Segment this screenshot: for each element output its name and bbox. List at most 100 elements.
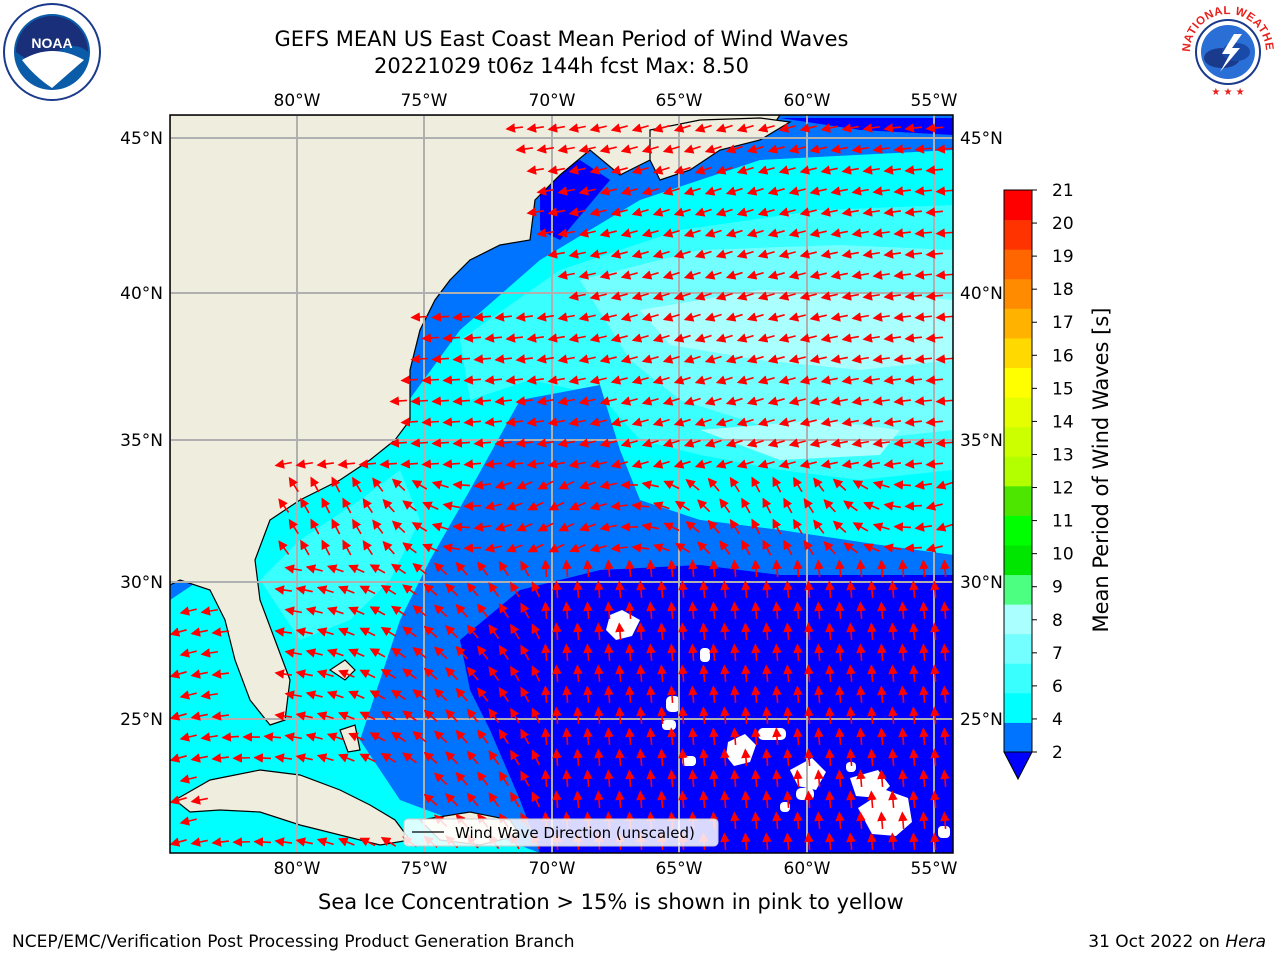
wave-direction-arrow [505, 333, 523, 343]
wave-direction-arrow [526, 333, 544, 343]
wave-direction-arrow [433, 730, 448, 744]
wave-direction-arrow [631, 375, 649, 385]
wave-direction-arrow [380, 711, 397, 721]
wave-direction-arrow [799, 123, 817, 133]
wave-direction-arrow [380, 753, 397, 763]
colorbar-segment [1004, 574, 1032, 605]
wave-direction-arrow [348, 564, 365, 574]
wave-direction-arrow [662, 438, 680, 448]
wave-direction-arrow [851, 396, 869, 406]
wave-direction-arrow [463, 501, 481, 511]
wave-direction-arrow [473, 312, 491, 322]
wave-direction-arrow [673, 249, 691, 259]
wave-direction-arrow [783, 497, 793, 514]
wave-direction-arrow [730, 601, 740, 620]
wave-direction-arrow [930, 748, 940, 767]
lon-label-70w-bottom: 70°W [529, 859, 576, 879]
wave-direction-arrow [736, 291, 754, 301]
wave-direction-arrow [604, 685, 614, 704]
wave-direction-arrow [757, 459, 775, 469]
wave-direction-arrow [610, 417, 628, 427]
wave-direction-arrow [557, 228, 575, 238]
wave-direction-arrow [620, 270, 638, 280]
wave-direction-arrow [170, 711, 187, 721]
graticule [170, 115, 953, 853]
wave-direction-arrow [741, 539, 751, 556]
wave-direction-arrow [919, 685, 929, 704]
wave-direction-arrow [411, 480, 428, 490]
wave-direction-arrow [179, 774, 197, 784]
wave-direction-arrow [825, 748, 835, 767]
wave-direction-arrow [568, 207, 586, 217]
wave-direction-arrow [904, 123, 922, 133]
wave-direction-arrow [804, 748, 814, 767]
lat-labels-left: 45°N 40°N 35°N 30°N 25°N [120, 129, 163, 730]
wave-direction-arrow [536, 186, 554, 196]
wave-direction-arrow [662, 354, 680, 364]
wave-direction-arrow [610, 165, 628, 175]
wave-direction-arrow [380, 627, 397, 637]
wave-direction-arrow [667, 727, 677, 746]
wave-direction-arrow [767, 228, 785, 238]
wave-direction-arrow [652, 459, 670, 469]
wave-direction-arrow [694, 165, 712, 175]
colorbar-segment [1004, 190, 1032, 221]
wave-direction-arrow [358, 459, 376, 469]
wave-direction-arrow [445, 751, 459, 765]
colorbar-tick-label: 8 [1052, 611, 1063, 631]
wave-direction-arrow [720, 706, 730, 725]
footer-date: 31 Oct 2022 on Hera [1088, 932, 1266, 952]
wave-direction-arrow [352, 476, 362, 493]
wave-direction-arrow [704, 144, 722, 154]
wave-direction-arrow [557, 144, 575, 154]
chart-title: GEFS MEAN US East Coast Mean Period of W… [274, 27, 849, 51]
wave-direction-arrow [562, 685, 572, 704]
wave-direction-arrow [852, 522, 869, 532]
wave-direction-arrow [893, 312, 911, 322]
wave-direction-arrow [883, 207, 901, 217]
lon-label-75w-top: 75°W [401, 91, 448, 111]
wave-direction-arrow [431, 438, 449, 448]
footer-organization: NCEP/EMC/Verification Post Processing Pr… [12, 932, 575, 952]
wave-direction-arrow [520, 560, 530, 577]
wave-direction-arrow [919, 811, 929, 830]
wave-direction-arrow [433, 562, 448, 576]
wave-direction-arrow [841, 375, 859, 385]
wave-direction-arrow [904, 333, 922, 343]
wave-direction-arrow [221, 732, 239, 742]
wave-direction-arrow [746, 396, 764, 406]
wave-direction-arrow [741, 790, 751, 809]
wave-direction-arrow [841, 165, 859, 175]
wave-direction-arrow [898, 601, 908, 620]
wave-direction-arrow [421, 417, 439, 427]
wave-direction-arrow [935, 186, 953, 196]
wave-direction-arrow [904, 459, 922, 469]
wave-direction-arrow [423, 583, 438, 596]
wave-direction-arrow [526, 165, 544, 175]
wave-direction-arrow [793, 811, 803, 830]
colorbar-tick-label: 6 [1052, 677, 1063, 697]
wave-direction-arrow [641, 144, 659, 154]
wave-direction-arrow [730, 811, 740, 830]
wave-direction-arrow [423, 793, 438, 806]
wave-direction-arrow [720, 580, 730, 599]
wave-direction-arrow [578, 270, 596, 280]
wave-direction-arrow [362, 497, 374, 514]
wave-direction-arrow [232, 753, 250, 763]
wave-direction-arrow [552, 580, 562, 599]
wave-direction-arrow [631, 333, 649, 343]
wave-direction-arrow [783, 790, 793, 809]
wave-direction-arrow [326, 648, 344, 658]
wave-direction-arrow [620, 438, 638, 448]
wave-direction-arrow [505, 123, 523, 133]
wave-direction-arrow [455, 603, 468, 618]
wave-direction-arrow [751, 518, 761, 535]
wave-direction-arrow [799, 249, 817, 259]
wave-direction-arrow [685, 521, 700, 533]
wave-direction-arrow [788, 354, 806, 364]
wave-direction-arrow [709, 769, 719, 788]
wave-direction-arrow [547, 333, 565, 343]
wave-direction-arrow [379, 459, 397, 469]
wave-direction-arrow [620, 312, 638, 322]
wave-direction-arrow [778, 165, 796, 175]
